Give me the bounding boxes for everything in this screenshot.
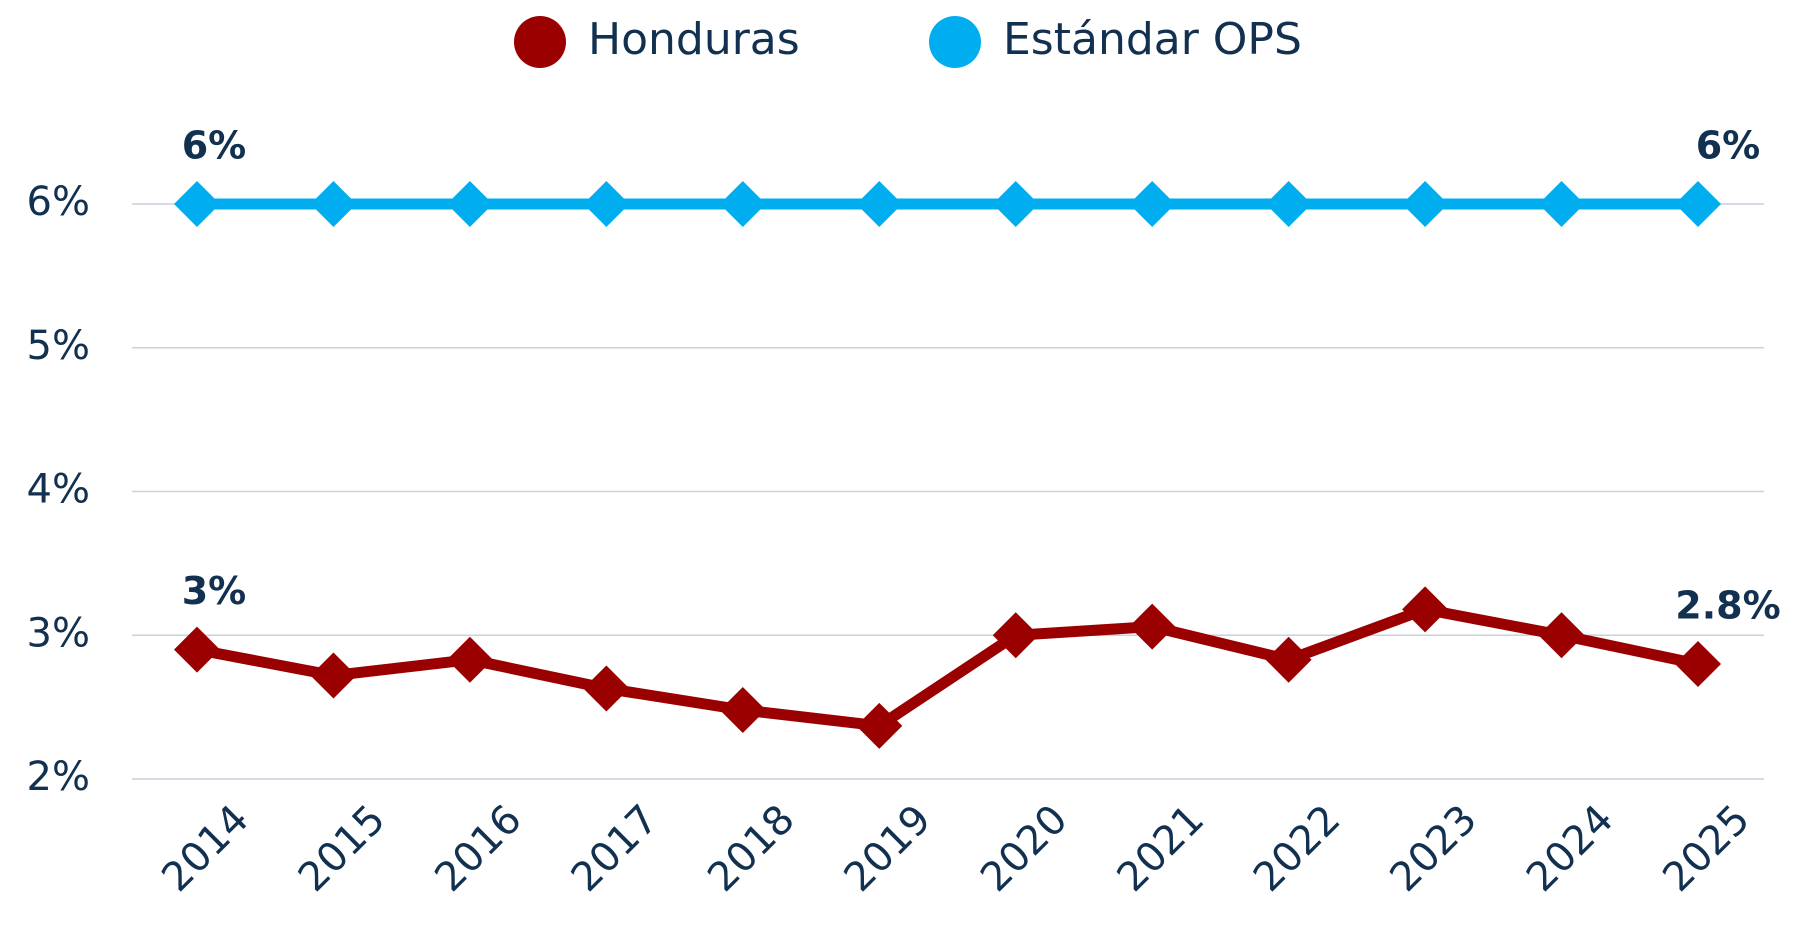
point-marker xyxy=(1129,603,1176,650)
x-tick-label: 2017 xyxy=(563,796,668,901)
point-marker xyxy=(1675,181,1721,227)
data-label: 6% xyxy=(1696,124,1761,168)
x-tick-label: 2019 xyxy=(836,796,941,901)
point-marker xyxy=(1129,181,1176,227)
legend-swatch xyxy=(929,16,981,68)
data-label: 3% xyxy=(182,569,247,613)
point-marker xyxy=(1675,641,1721,687)
point-marker xyxy=(1265,636,1312,683)
legend-label: Honduras xyxy=(588,14,800,65)
point-marker xyxy=(856,702,903,749)
x-tick-label: 2020 xyxy=(972,796,1077,901)
point-marker xyxy=(446,636,493,683)
point-marker xyxy=(174,626,220,673)
point-marker xyxy=(310,652,357,699)
y-tick-label: 5% xyxy=(27,323,90,369)
x-tick-label: 2025 xyxy=(1654,796,1759,901)
data-label: 2.8% xyxy=(1675,584,1780,628)
point-marker xyxy=(856,181,903,227)
x-tick-label: 2015 xyxy=(290,796,395,901)
point-marker xyxy=(446,181,493,227)
data-label: 6% xyxy=(182,124,247,168)
point-marker xyxy=(992,181,1039,227)
x-tick-label: 2016 xyxy=(426,796,531,901)
legend-label: Estándar OPS xyxy=(1003,14,1302,65)
point-marker xyxy=(1538,181,1585,227)
point-marker xyxy=(992,612,1039,659)
point-marker xyxy=(583,665,630,712)
series-line xyxy=(195,603,1700,732)
point-marker xyxy=(1538,612,1585,659)
x-tick-label: 2014 xyxy=(153,796,258,901)
x-tick-label: 2022 xyxy=(1245,796,1350,901)
point-marker xyxy=(310,181,357,227)
point-marker xyxy=(1402,586,1449,633)
y-tick-label: 2% xyxy=(27,754,90,800)
point-marker xyxy=(1402,181,1449,227)
point-marker xyxy=(719,687,766,733)
x-tick-label: 2023 xyxy=(1381,796,1486,901)
x-tick-label: 2018 xyxy=(699,796,804,901)
y-tick-label: 4% xyxy=(27,467,90,513)
y-tick-label: 3% xyxy=(27,610,90,656)
legend-swatch xyxy=(514,16,566,68)
point-marker xyxy=(1265,181,1312,227)
x-tick-label: 2021 xyxy=(1109,796,1214,901)
point-marker xyxy=(174,181,220,227)
point-marker xyxy=(583,181,630,227)
x-tick-label: 2024 xyxy=(1518,796,1623,901)
y-tick-label: 6% xyxy=(27,179,90,225)
point-marker xyxy=(719,181,766,227)
